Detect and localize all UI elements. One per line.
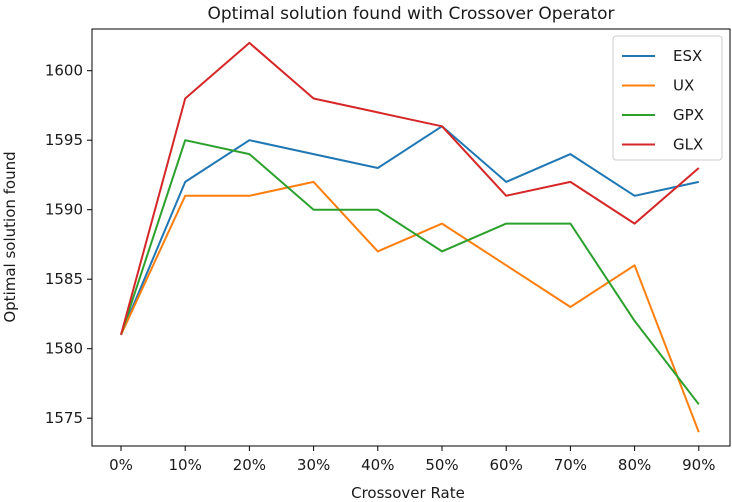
legend-box	[612, 35, 723, 161]
legend-label-esx: ESX	[673, 47, 702, 65]
x-tick-label: 60%	[490, 456, 523, 474]
x-tick-label: 30%	[297, 456, 330, 474]
y-tick-label: 1575	[45, 409, 83, 427]
y-axis-title: Optimal solution found	[1, 151, 19, 322]
series-line-ux	[120, 180, 700, 433]
legend-label-ux: UX	[673, 77, 694, 95]
x-tick-label: 50%	[425, 456, 458, 474]
legend: ESX UX GPX GLX	[612, 35, 723, 161]
x-axis-title: Crossover Rate	[351, 484, 465, 502]
legend-label-glx: GLX	[673, 136, 703, 154]
x-tick-label: 90%	[682, 456, 715, 474]
x-tick-label: 70%	[554, 456, 587, 474]
series-line-glx	[120, 41, 700, 336]
y-tick-label: 1600	[45, 62, 83, 80]
series-line-gpx	[120, 139, 700, 405]
legend-label-gpx: GPX	[673, 106, 704, 124]
y-axis: 1575 1580 1585 1590 1595 1600	[45, 62, 92, 427]
x-tick-label: 80%	[618, 456, 651, 474]
y-tick-label: 1595	[45, 131, 83, 149]
x-tick-label: 0%	[109, 456, 133, 474]
x-tick-label: 10%	[169, 456, 202, 474]
y-tick-label: 1580	[45, 340, 83, 358]
y-tick-label: 1585	[45, 270, 83, 288]
plot-frame	[91, 28, 731, 447]
plot-area	[91, 28, 731, 447]
series-lines	[120, 41, 700, 433]
x-tick-label: 40%	[361, 456, 394, 474]
chart-title: Optimal solution found with Crossover Op…	[208, 4, 615, 24]
series-line-esx	[120, 125, 700, 336]
x-axis: 0% 10% 20% 30% 40% 50% 60% 70% 80% 90%	[109, 446, 715, 474]
x-tick-label: 20%	[233, 456, 266, 474]
y-tick-label: 1590	[45, 201, 83, 219]
